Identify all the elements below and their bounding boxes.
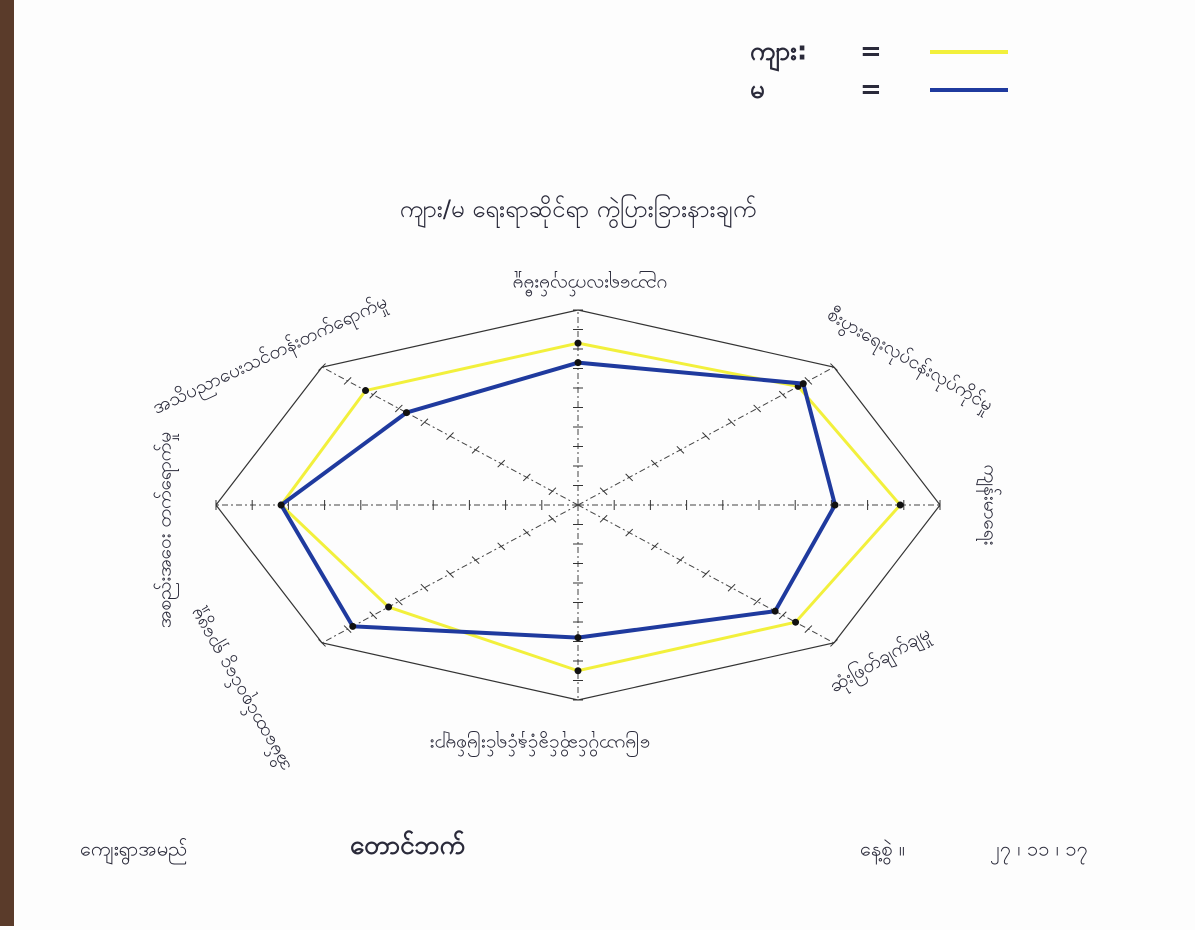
tick-mark [830, 638, 838, 647]
tick-mark [804, 377, 813, 385]
category-label: မြေယာပိုင်ဆိုင်ခွင့်နှင့်ရင်းမြစ်များ [430, 731, 650, 759]
data-point [574, 667, 582, 675]
legend-separator: = [860, 37, 882, 67]
tick-mark [804, 625, 813, 633]
series-line [278, 360, 838, 640]
tick-mark [343, 625, 352, 633]
tick-mark [727, 418, 736, 427]
tick-mark [625, 473, 634, 482]
tick-mark [548, 514, 557, 523]
tick-mark [446, 432, 454, 440]
data-point [792, 618, 800, 626]
tick-mark [753, 404, 762, 413]
tick-mark [471, 445, 480, 454]
tick-mark [778, 390, 787, 399]
data-point [896, 501, 904, 509]
village-name: တောင်ဘက် [350, 830, 466, 861]
tick-mark [318, 363, 326, 372]
tick-mark [420, 583, 429, 592]
data-point [349, 622, 357, 630]
tick-mark [522, 473, 531, 482]
tick-mark [446, 570, 454, 578]
tick-mark [702, 570, 710, 578]
date-label: နေ့စွဲ ။ [860, 837, 905, 865]
tick-mark [599, 514, 608, 523]
category-label: အိမ်ထောင်စုဝင်ငွေ ရှာဖွေမှု [183, 603, 299, 777]
data-point [402, 409, 410, 417]
tick-mark [753, 597, 762, 606]
category-label: ကျန်းမာရေး [976, 465, 1003, 546]
data-point [574, 359, 582, 367]
tick-mark [778, 611, 787, 620]
tick-mark [420, 418, 429, 427]
legend-separator: = [860, 75, 882, 105]
legend-label: ကျား: [750, 37, 807, 73]
category-label: ပညာရေးလက်လှမ်းမီမှု [513, 271, 668, 298]
data-point [831, 501, 839, 509]
data-point [385, 603, 393, 611]
tick-mark [497, 542, 506, 551]
tick-mark [497, 459, 506, 468]
category-label: အစည်းအဝေး တက်ရောက်မှု [153, 432, 180, 628]
tick-mark [599, 487, 608, 496]
tick-mark [676, 556, 685, 565]
data-point [574, 339, 582, 347]
tick-mark [650, 542, 659, 551]
tick-mark [369, 390, 378, 399]
tick-mark [394, 404, 403, 413]
tick-mark [394, 597, 403, 606]
tick-mark [830, 363, 838, 372]
data-point [799, 380, 807, 388]
tick-mark [369, 611, 378, 620]
tick-mark [343, 377, 352, 385]
tick-mark [548, 487, 557, 496]
tick-mark [471, 556, 480, 565]
legend-label: မ [750, 75, 765, 105]
village-label: ကျေးရွာအမည် [80, 837, 188, 865]
tick-mark [625, 528, 634, 537]
tick-mark [676, 445, 685, 454]
tick-mark [522, 528, 531, 537]
chart-title: ကျား/မ ရေးရာဆိုင်ရာ ကွဲပြားခြားနားချက် [400, 193, 757, 229]
category-label: စီးပွားရေးလုပ်ငန်းလုပ်ကိုင်မှု [822, 302, 998, 419]
data-point [277, 501, 285, 509]
tick-mark [702, 432, 710, 440]
tick-mark [727, 583, 736, 592]
data-point [362, 387, 370, 395]
category-label: ဆုံးဖြတ်ချက်ချမှု [825, 620, 936, 701]
tick-mark [650, 459, 659, 468]
data-point [574, 634, 582, 642]
data-point [771, 607, 779, 615]
date: ၂၇ ၊ ၁၁ ၊ ၁၇ [990, 837, 1088, 865]
tick-mark [318, 638, 326, 647]
photo-edge [0, 0, 14, 926]
